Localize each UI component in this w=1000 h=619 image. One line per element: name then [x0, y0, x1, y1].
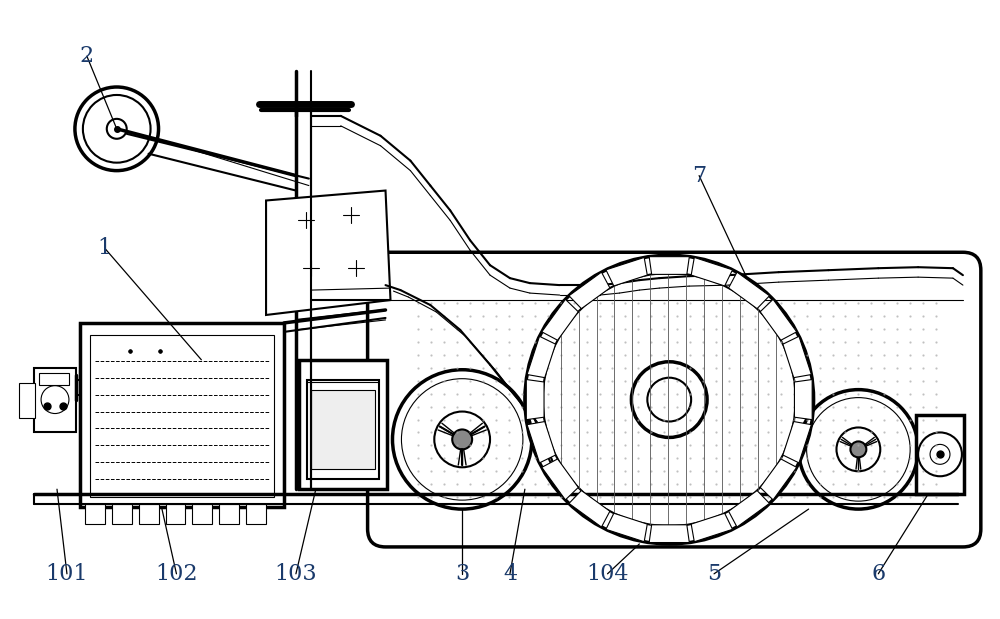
Polygon shape [783, 336, 811, 378]
Polygon shape [266, 191, 390, 315]
Bar [19, 383, 35, 417]
Polygon shape [760, 459, 797, 500]
Circle shape [850, 441, 866, 457]
Polygon shape [729, 490, 770, 527]
Bar [34, 368, 76, 433]
Polygon shape [606, 258, 647, 286]
Polygon shape [783, 422, 811, 463]
Bar [299, 360, 387, 489]
Text: 5: 5 [707, 563, 721, 585]
Bar [246, 504, 266, 524]
Polygon shape [527, 422, 556, 463]
Polygon shape [527, 336, 556, 378]
Text: 6: 6 [871, 563, 885, 585]
Polygon shape [569, 490, 610, 527]
Text: 102: 102 [155, 563, 198, 585]
Bar [80, 323, 284, 507]
Text: 103: 103 [275, 563, 317, 585]
Bar [112, 504, 132, 524]
Text: 1: 1 [98, 237, 112, 259]
Bar [139, 504, 159, 524]
Polygon shape [569, 272, 610, 309]
Polygon shape [649, 257, 689, 274]
Bar [192, 504, 212, 524]
Polygon shape [526, 379, 544, 420]
Polygon shape [542, 459, 578, 500]
Polygon shape [691, 258, 733, 286]
FancyBboxPatch shape [368, 253, 981, 547]
Polygon shape [729, 272, 770, 309]
Bar [90, 335, 274, 497]
Bar [166, 504, 185, 524]
Bar [307, 379, 379, 479]
Text: 4: 4 [503, 563, 517, 585]
Bar [916, 415, 964, 494]
Text: 3: 3 [455, 563, 469, 585]
Polygon shape [542, 300, 578, 340]
Polygon shape [760, 300, 797, 340]
Text: 7: 7 [692, 165, 706, 186]
Bar [39, 373, 69, 384]
Circle shape [452, 430, 472, 449]
Polygon shape [691, 513, 733, 542]
Polygon shape [649, 525, 689, 542]
Text: 2: 2 [80, 45, 94, 67]
Text: 104: 104 [586, 563, 629, 585]
Polygon shape [606, 513, 647, 542]
Bar [219, 504, 239, 524]
Bar [85, 504, 105, 524]
Polygon shape [794, 379, 812, 420]
Bar [311, 389, 375, 469]
Text: 101: 101 [46, 563, 88, 585]
